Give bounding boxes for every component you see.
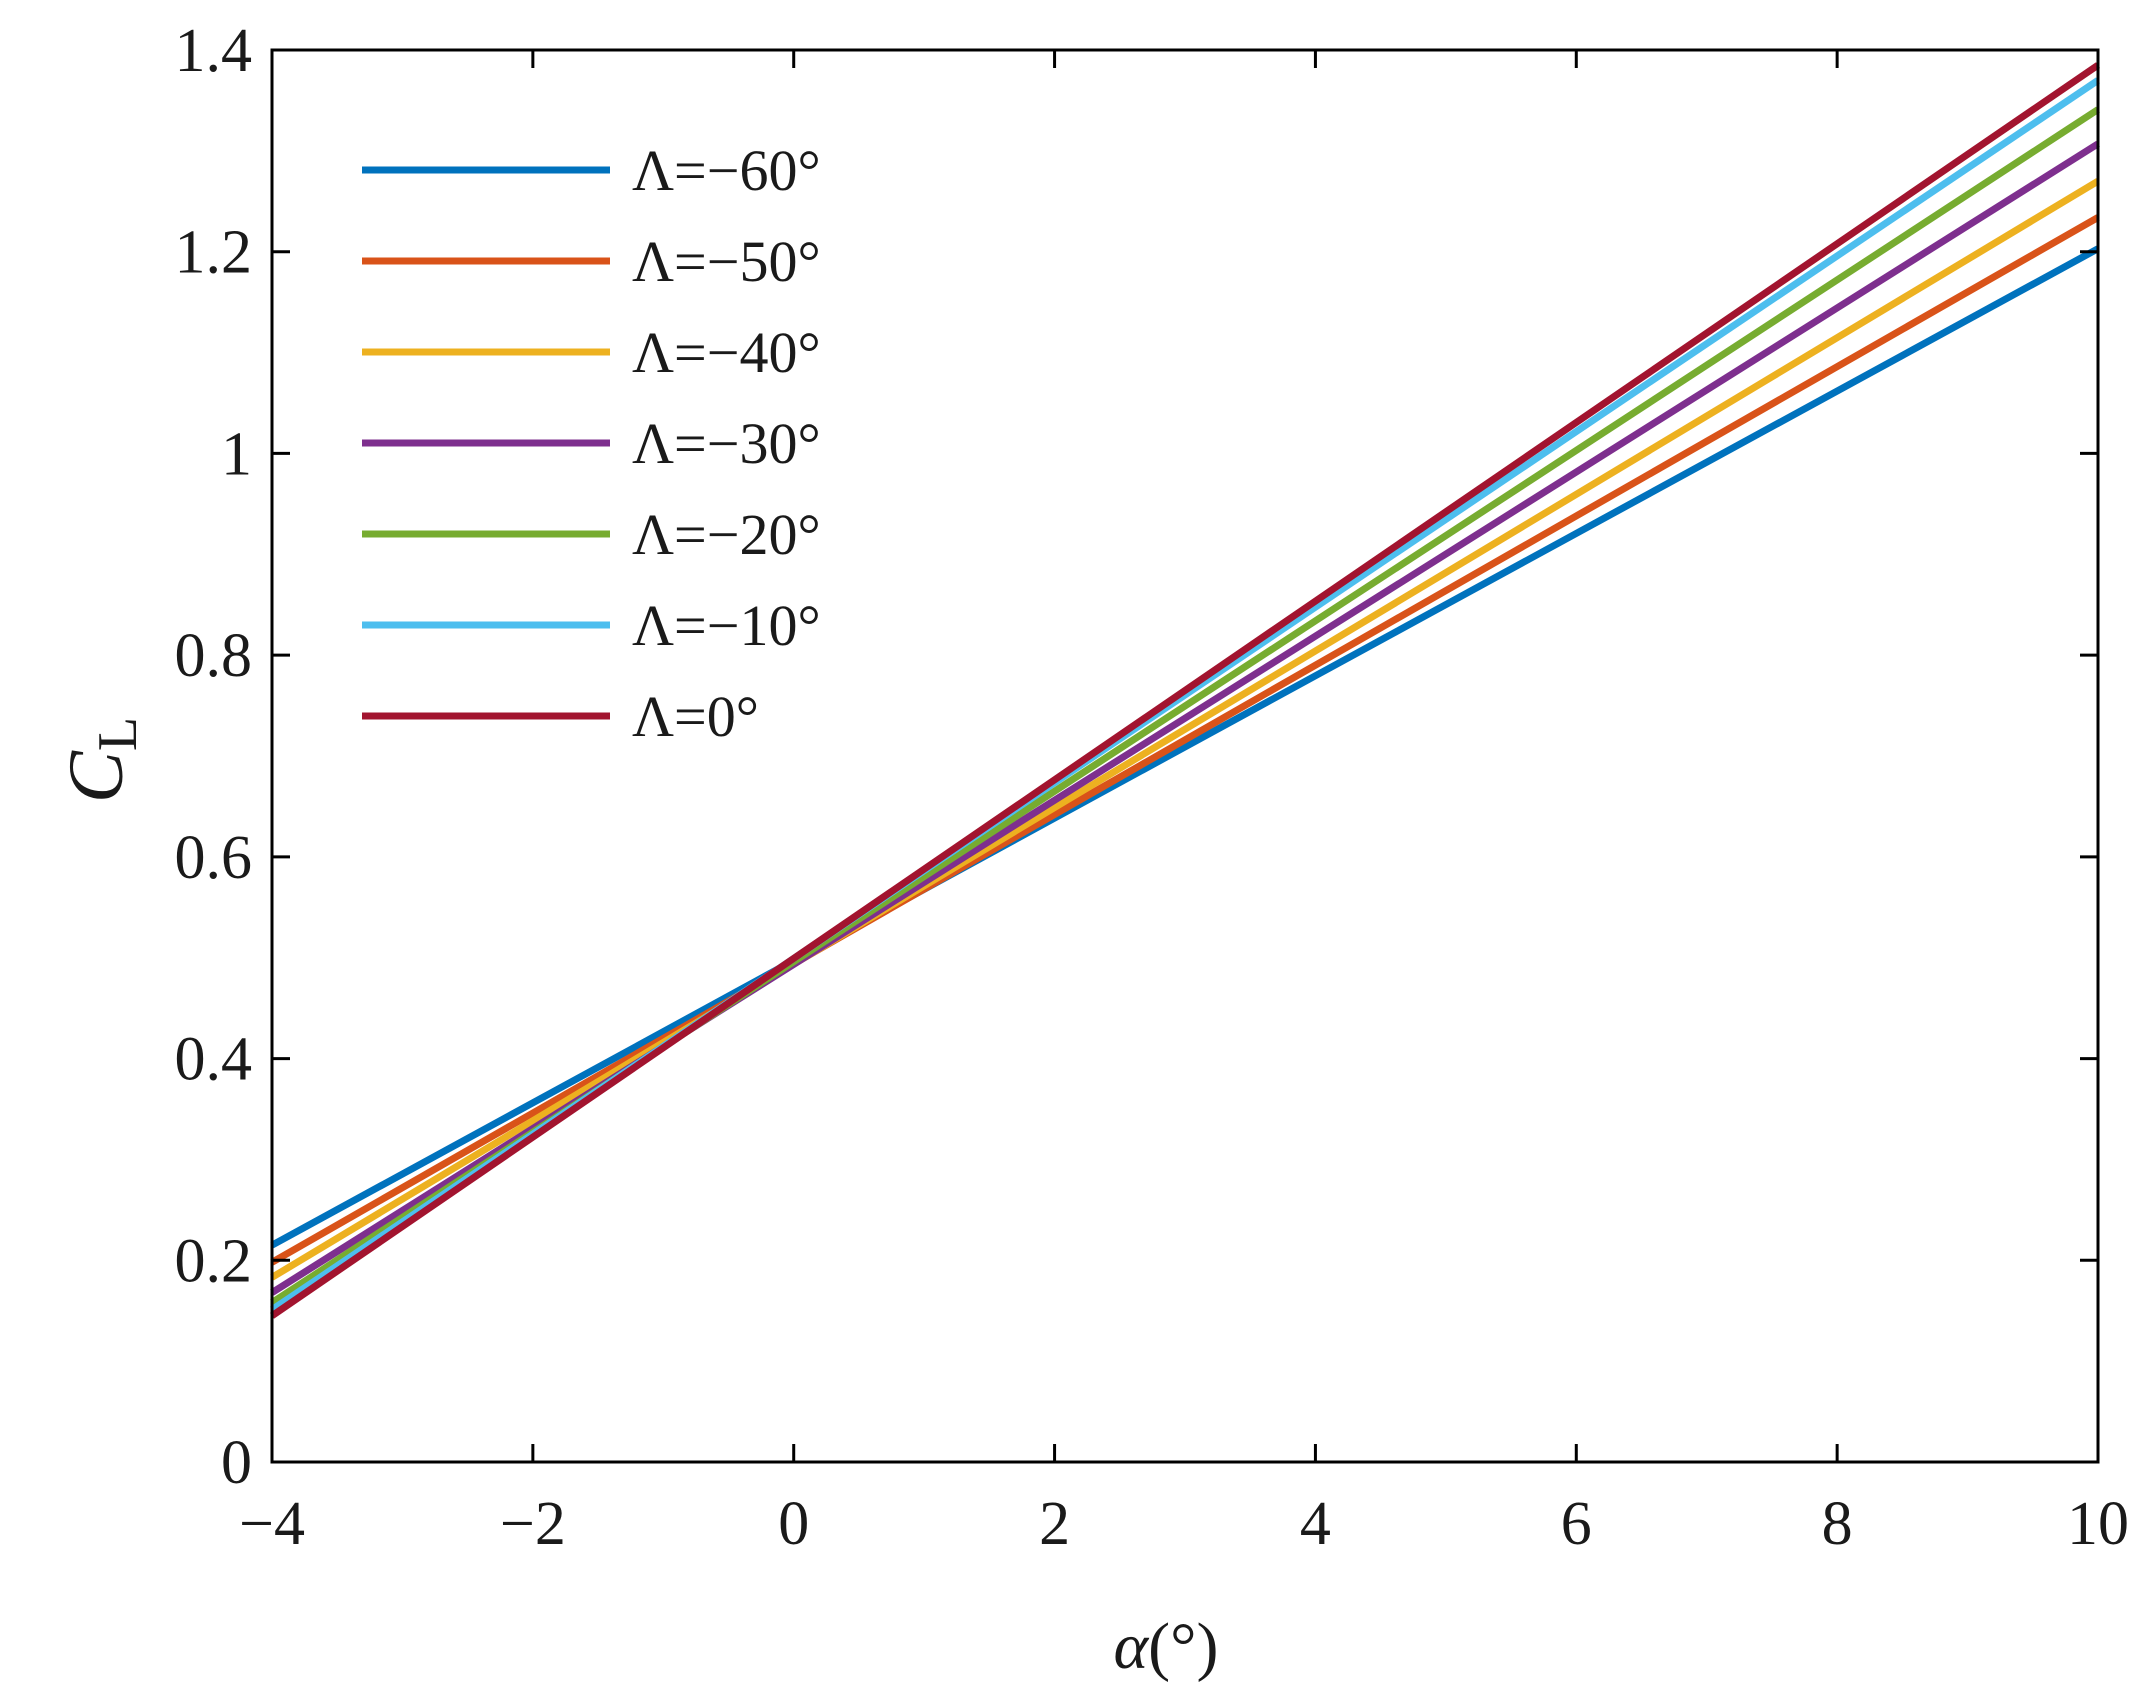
x-axis-label-symbol: α: [1113, 1610, 1149, 1683]
y-tick-label: 0.6: [175, 824, 253, 892]
x-tick-label: 2: [1039, 1490, 1070, 1558]
x-axis-label-unit: (°): [1148, 1610, 1218, 1683]
y-tick-label: 0.4: [175, 1026, 253, 1094]
legend-label: Λ=−20°: [632, 502, 821, 567]
series-line-0: [270, 245, 2100, 1249]
y-tick-label: 0: [221, 1429, 252, 1497]
x-axis-label: α(°): [1113, 1610, 1218, 1683]
y-tick-label: 0.2: [175, 1227, 253, 1295]
x-tick-label: 8: [1822, 1490, 1853, 1558]
series-line-1: [270, 214, 2100, 1266]
y-axis-label-sub: L: [87, 717, 149, 751]
plot-frame: [270, 48, 2100, 1464]
legend-label: Λ=−50°: [632, 229, 821, 294]
legend-label: Λ=−40°: [632, 320, 821, 385]
x-tick-label: 10: [2067, 1490, 2129, 1558]
y-axis-label-main: C: [52, 750, 139, 803]
series-layer: [270, 62, 2100, 1319]
y-tick-label: 1.4: [175, 17, 253, 85]
x-tick-label: 6: [1561, 1490, 1592, 1558]
y-axis-ticks: 0 0.2 0.4 0.6 0.8 1 1.2 1.4: [175, 17, 2098, 1497]
legend-label: Λ=0°: [632, 684, 759, 749]
x-axis-ticks: −4 −2 0 2 4 6 8 10: [239, 50, 2129, 1558]
x-tick-label: −2: [500, 1490, 566, 1558]
legend: Λ=−60° Λ=−50° Λ=−40° Λ=−30° Λ=−20° Λ=−10° Λ=0°: [362, 138, 821, 749]
series-line-2: [270, 178, 2100, 1281]
legend-label: Λ=−30°: [632, 411, 821, 476]
y-tick-label: 1: [221, 420, 252, 488]
series-line-6: [270, 62, 2100, 1319]
y-tick-label: 0.8: [175, 622, 253, 690]
y-tick-label: 1.2: [175, 219, 253, 287]
x-tick-label: 4: [1300, 1490, 1331, 1558]
legend-label: Λ=−60°: [632, 138, 821, 203]
x-tick-label: 0: [778, 1490, 809, 1558]
legend-label: Λ=−10°: [632, 593, 821, 658]
y-axis-label: CL: [52, 717, 149, 803]
x-tick-label: −4: [239, 1490, 305, 1558]
